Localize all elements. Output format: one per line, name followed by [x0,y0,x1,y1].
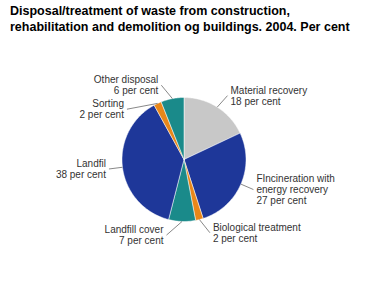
html-text:Disposal/treatment of waste fr: Disposal/treatment of waste from constru… [10,4,350,34]
svg-text:FIncineration withenergy recov: FIncineration withenergy recovery27 per … [256,173,334,206]
svg-text:Material recovery18 per cent: Material recovery18 per cent [231,85,308,107]
svg-text:Sorting2 per cent: Sorting2 per cent [79,98,124,120]
svg-text:Biological treatment2 per cent: Biological treatment2 per cent [213,222,301,244]
svg-text:Landfill cover7 per cent: Landfill cover7 per cent [105,224,165,246]
svg-text:Landfil38 per cent: Landfil38 per cent [56,158,106,180]
svg-text:Other disposal6 per cent: Other disposal6 per cent [94,74,159,96]
